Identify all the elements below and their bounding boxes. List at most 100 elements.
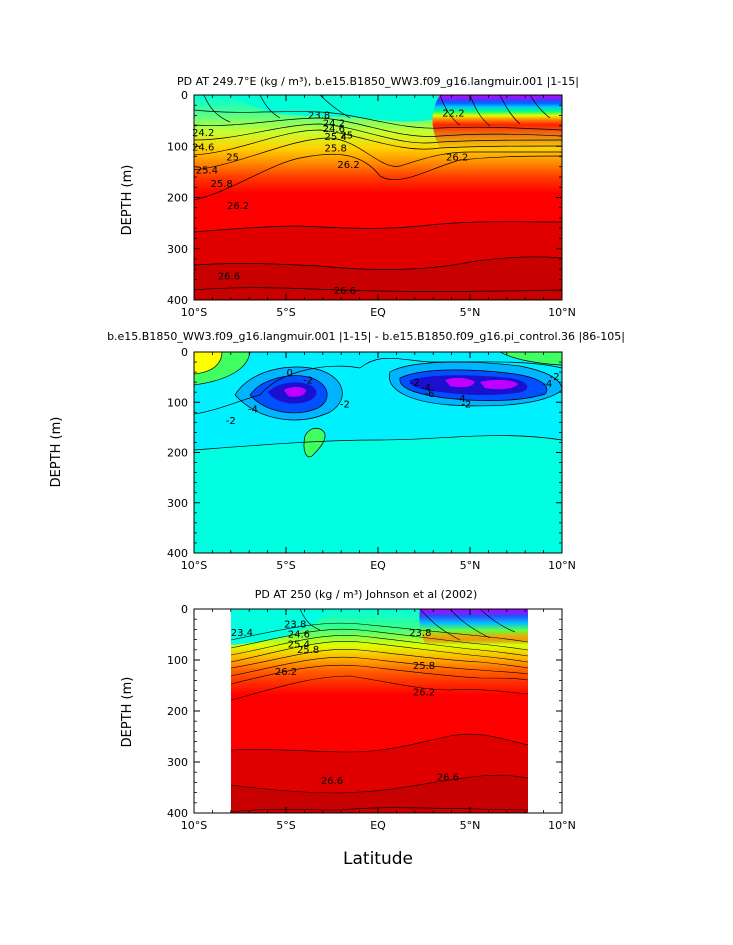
- panel-top-contour-label: 23.8: [308, 110, 330, 121]
- panel-middle-difference: b.e15.B1850_WW3.f09_g16.langmuir.001 |1-…: [49, 330, 625, 572]
- panel-top-contour-label: 24.6: [192, 142, 214, 153]
- panel-middle-top-right-green: [500, 352, 562, 365]
- panel-top-ytick-label: 0: [181, 89, 188, 102]
- panel-top-contour-label: 25: [226, 153, 239, 164]
- panel-bottom-ylabel: DEPTH (m): [120, 677, 135, 748]
- figure-xlabel: Latitude: [343, 849, 413, 869]
- panel-top-contour-label: 26.6: [218, 271, 240, 282]
- panel-middle-left-lobe-core: [284, 387, 306, 397]
- panel-top-ytick-label: 200: [167, 192, 188, 205]
- panel-top-contour-label: 25.4: [325, 132, 347, 143]
- panel-bottom-contour-label: 26.2: [275, 667, 297, 678]
- panel-top-xtick-label: EQ: [370, 306, 386, 319]
- panel-middle-contour-label: -2: [340, 399, 350, 410]
- panel-middle-title: b.e15.B1850_WW3.f09_g16.langmuir.001 |1-…: [107, 330, 625, 343]
- panel-top-contour-label: 25.4: [196, 165, 218, 176]
- panel-bottom-ytick-label: 0: [181, 603, 188, 616]
- panel-middle-contour-label: -2: [410, 378, 420, 389]
- panel-bottom-contour-label: 25.8: [297, 645, 319, 656]
- panel-bottom-xtick-label: 10°N: [548, 819, 576, 832]
- panel-bottom-observed: PD AT 250 (kg / m³) Johnson et al (2002)…: [120, 588, 576, 832]
- panel-middle-contour-label: -2: [550, 372, 560, 383]
- panel-top-contour-labels: 23.824.224.62525.425.826.226.225.825.425…: [192, 108, 468, 296]
- panel-middle-contour-label: -4: [456, 394, 466, 405]
- panel-bottom-contour-label: 26.6: [321, 776, 343, 787]
- panel-bottom-contours: [231, 609, 528, 813]
- panel-bottom-xtick-label: 5°S: [276, 819, 295, 832]
- panel-middle-contour-label: 0: [286, 368, 292, 379]
- panel-bottom-ytick-label: 400: [167, 807, 188, 820]
- panel-bottom-xtick-label: 5°N: [460, 819, 481, 832]
- panel-top-xtick-label: 10°N: [548, 306, 576, 319]
- panel-bottom-contour-label: 23.8: [409, 628, 431, 639]
- panel-bottom-contour-label: 23.4: [231, 628, 253, 639]
- panel-bottom-field: [231, 609, 528, 813]
- panel-middle-contour-label: -6: [425, 389, 435, 400]
- panel-middle-xtick-label: EQ: [370, 559, 386, 572]
- panel-top-cyan-layer: [230, 95, 470, 122]
- panel-middle-ytick-label: 300: [167, 497, 188, 510]
- panel-middle-right-lobe-core: [445, 377, 518, 390]
- panel-bottom-contour-label: 24.6: [288, 629, 310, 640]
- panel-top-right-gradient: [432, 95, 562, 150]
- panel-bottom-right-gradient: [419, 609, 528, 680]
- panel-bottom-ticks: 10°S 5°S EQ 5°N 10°N 0 100 200 300 400: [167, 603, 576, 832]
- panel-bottom-ytick-label: 200: [167, 705, 188, 718]
- panel-middle-xtick-label: 10°S: [181, 559, 207, 572]
- panel-bottom-title: PD AT 250 (kg / m³) Johnson et al (2002): [255, 588, 478, 601]
- panel-middle-contour-label: -4: [421, 383, 431, 394]
- panel-middle-contour-label: -4: [248, 404, 258, 415]
- panel-middle-xtick-label: 10°N: [548, 559, 576, 572]
- panel-top-ylabel: DEPTH (m): [120, 165, 135, 236]
- panel-top-title: PD AT 249.7°E (kg / m³), b.e15.B1850_WW3…: [177, 75, 579, 88]
- panel-top-contours: [194, 95, 562, 292]
- panel-top-density: PD AT 249.7°E (kg / m³), b.e15.B1850_WW3…: [120, 75, 579, 319]
- panel-bottom-xtick-label: 10°S: [181, 819, 207, 832]
- panel-middle-ytick-label: 0: [181, 346, 188, 359]
- panel-middle-contour-label: -2: [226, 416, 236, 427]
- panel-top-contour-label: 26.2: [337, 160, 359, 171]
- panel-bottom-contour-label: 23.8: [284, 619, 306, 630]
- panel-top-contour-label: 24.2: [192, 128, 214, 139]
- panel-middle-top-left-green: [194, 352, 250, 385]
- panel-top-contour-label: 25.8: [325, 143, 347, 154]
- panel-top-ytick-label: 300: [167, 243, 188, 256]
- panel-top-ticks: 10°S 5°S EQ 5°N 10°N 0 100 200 300 400: [167, 89, 576, 319]
- panel-top-contour-label: 25.8: [210, 179, 232, 190]
- panel-bottom-contour-label: 26.2: [413, 688, 435, 699]
- panel-middle-top-left-positive: [194, 352, 222, 374]
- panel-middle-ylabel: DEPTH (m): [49, 417, 64, 488]
- panel-bottom-deepest-layer: [231, 775, 528, 813]
- panel-top-contour-label: 26.6: [334, 286, 356, 297]
- panel-bottom-ytick-label: 300: [167, 756, 188, 769]
- panel-top-contour-label: 24.2: [323, 119, 345, 130]
- panel-middle-contour-label: -4: [542, 379, 552, 390]
- panel-top-deepest-layer: [194, 256, 562, 300]
- panel-bottom-ytick-label: 100: [167, 654, 188, 667]
- panel-bottom-contour-label: 25.8: [413, 661, 435, 672]
- panel-top-contour-label: 22.2: [442, 108, 464, 119]
- panel-middle-xtick-label: 5°N: [460, 559, 481, 572]
- panel-top-contour-label: 24.6: [323, 124, 345, 135]
- panel-bottom-contour-label: 25.4: [288, 640, 310, 651]
- panel-middle-contour-label: -2: [461, 399, 471, 410]
- panel-middle-ytick-label: 200: [167, 447, 188, 460]
- panel-middle-ytick-label: 400: [167, 547, 188, 560]
- panel-bottom-xtick-label: EQ: [370, 819, 386, 832]
- panel-middle-field: [194, 352, 562, 553]
- panel-bottom-contour-labels: 23.423.824.625.425.826.226.225.823.826.6…: [231, 619, 459, 787]
- panel-top-contour-label: 25: [340, 130, 353, 141]
- panel-middle-xtick-label: 5°S: [276, 559, 295, 572]
- panel-top-field: [194, 95, 562, 300]
- panel-top-xtick-label: 5°N: [460, 306, 481, 319]
- panel-top-contour-label: 26.2: [446, 153, 468, 164]
- panel-top-ytick-label: 100: [167, 140, 188, 153]
- panel-top-xtick-label: 10°S: [181, 306, 207, 319]
- panel-top-ytick-label: 400: [167, 294, 188, 307]
- panel-top-contour-label: 26.2: [227, 201, 249, 212]
- panel-middle-contour-label: -2: [303, 376, 313, 387]
- panel-middle-ytick-label: 100: [167, 396, 188, 409]
- panel-middle-ticks: 10°S 5°S EQ 5°N 10°N 0 100 200 300 400: [167, 346, 576, 572]
- panel-top-xtick-label: 5°S: [276, 306, 295, 319]
